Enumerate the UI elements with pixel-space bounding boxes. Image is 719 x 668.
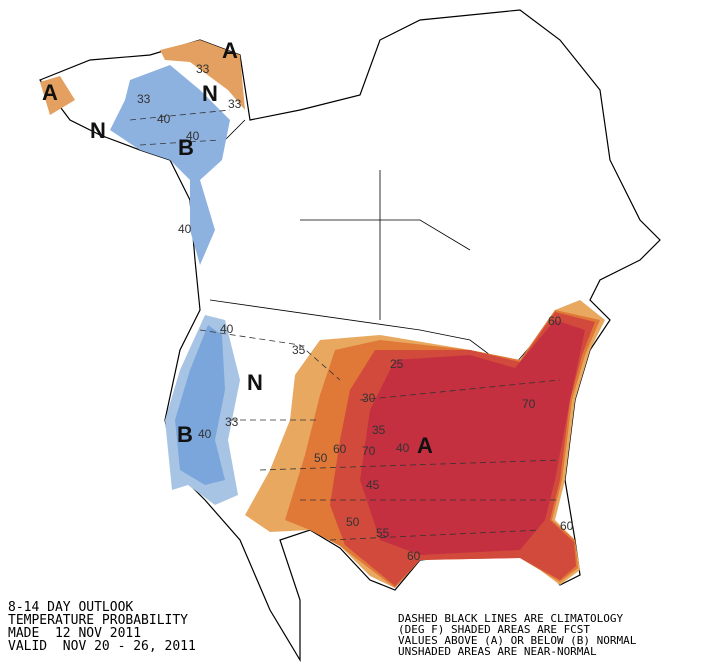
region-label: A — [42, 80, 58, 105]
note-line: DASHED BLACK LINES ARE CLIMATOLOGY — [398, 612, 624, 625]
contour-label: 70 — [362, 444, 376, 458]
below-mid — [175, 325, 225, 485]
contour-label: 50 — [314, 451, 328, 465]
below-alaska — [110, 65, 230, 265]
contour-label: 30 — [362, 391, 376, 405]
contour-label: 60 — [548, 314, 562, 328]
legend-notes: DASHED BLACK LINES ARE CLIMATOLOGY (DEG … — [398, 612, 637, 658]
contour-label: 60 — [560, 519, 574, 533]
outlook-line: 8-14 DAY OUTLOOK — [8, 600, 133, 615]
note-line: (DEG F) SHADED AREAS ARE FCST — [398, 623, 590, 636]
above-highest — [360, 320, 585, 555]
contour-label: 35 — [372, 423, 386, 437]
outlook-line: VALID NOV 20 - 26, 2011 — [8, 639, 196, 654]
outlook-line: MADE 12 NOV 2011 — [8, 626, 141, 641]
contour-label: 25 — [390, 357, 404, 371]
note-line: VALUES ABOVE (A) OR BELOW (B) NORMAL — [398, 634, 637, 647]
region-label: N — [247, 370, 263, 395]
contour-label: 50 — [346, 515, 360, 529]
contour-label: 40 — [198, 427, 212, 441]
labels: A A N N B N B A 33 33 33 40 40 40 40 33 … — [42, 38, 574, 563]
contour-label: 70 — [522, 397, 536, 411]
contour-label: 35 — [292, 343, 306, 357]
region-label: A — [222, 38, 238, 63]
contour-label: 40 — [178, 222, 192, 236]
contour-label: 33 — [225, 415, 239, 429]
contour-label: 33 — [196, 62, 210, 76]
contour-label: 45 — [366, 478, 380, 492]
contour-label: 55 — [376, 526, 390, 540]
region-label: N — [90, 118, 106, 143]
climatology-lines — [129, 109, 561, 541]
note-line: UNSHADED AREAS ARE NEAR-NORMAL — [398, 645, 597, 658]
contour-label: 33 — [137, 92, 151, 106]
contour-label: 40 — [157, 112, 171, 126]
region-label: N — [202, 81, 218, 106]
region-label: A — [417, 433, 433, 458]
contour-label: 40 — [220, 322, 234, 336]
contour-label: 40 — [186, 129, 200, 143]
contour-label: 33 — [228, 97, 242, 111]
region-label: B — [177, 422, 193, 447]
above-alaska — [160, 40, 245, 110]
contour-label: 60 — [333, 442, 347, 456]
shading — [40, 40, 605, 588]
contour-label: 60 — [407, 549, 421, 563]
region-label: B — [178, 135, 194, 160]
above-aleutian — [40, 76, 75, 115]
outlook-line: TEMPERATURE PROBABILITY — [8, 613, 188, 628]
outlook-text: 8-14 DAY OUTLOOK TEMPERATURE PROBABILITY… — [8, 600, 196, 654]
contour-label: 40 — [396, 441, 410, 455]
